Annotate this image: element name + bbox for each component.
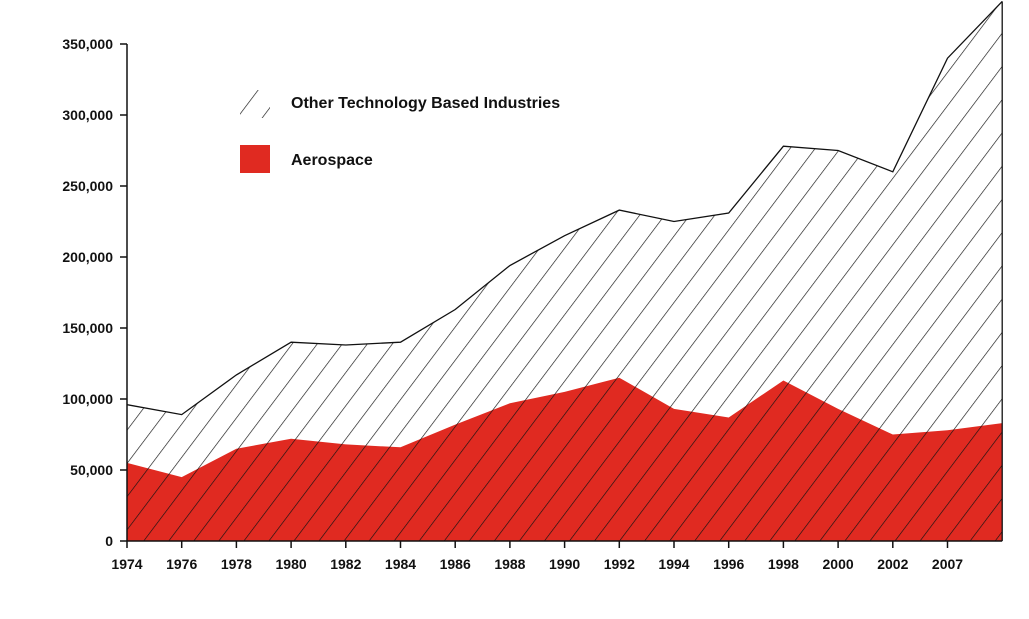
y-tick-label: 100,000 <box>62 391 113 407</box>
legend-swatch-other-technology <box>240 90 270 118</box>
x-tick-label: 2002 <box>877 556 908 572</box>
x-tick-label: 2000 <box>823 556 854 572</box>
x-tick-label: 1998 <box>768 556 799 572</box>
y-tick-label: 250,000 <box>62 178 113 194</box>
area-aerospace-hatch <box>127 377 1003 541</box>
y-tick-label: 150,000 <box>62 320 113 336</box>
line-total <box>126 0 1003 416</box>
x-tick-label: 1982 <box>330 556 361 572</box>
x-tick-label: 1976 <box>166 556 197 572</box>
x-tick-label: 1988 <box>494 556 525 572</box>
legend-swatch-aerospace <box>240 145 270 173</box>
x-tick-label: 1984 <box>385 556 416 572</box>
y-tick-label: 200,000 <box>62 249 113 265</box>
x-tick-label: 1974 <box>111 556 142 572</box>
x-tick-label: 1992 <box>604 556 635 572</box>
y-tick-label: 300,000 <box>62 107 113 123</box>
x-tick-label: 1994 <box>658 556 689 572</box>
axis-layer: 0 50,000 100,000 150,000 200,000 250,000 300,0… <box>62 36 1003 572</box>
legend-label-aerospace: Aerospace <box>291 152 373 169</box>
x-tick-label: 1978 <box>221 556 252 572</box>
x-tick-label: 1980 <box>276 556 307 572</box>
legend: Other Technology Based Industries Aerosp… <box>240 90 560 173</box>
areas-layer <box>126 0 1003 541</box>
y-tick-label: 50,000 <box>70 462 113 478</box>
x-tick-label: 1986 <box>440 556 471 572</box>
y-tick-label: 0 <box>105 533 113 549</box>
x-tick-label: 1996 <box>713 556 744 572</box>
y-tick-label: 350,000 <box>62 36 113 52</box>
legend-label-other-technology: Other Technology Based Industries <box>291 95 560 112</box>
x-tick-label: 1990 <box>549 556 580 572</box>
x-tick-label: 2007 <box>932 556 963 572</box>
